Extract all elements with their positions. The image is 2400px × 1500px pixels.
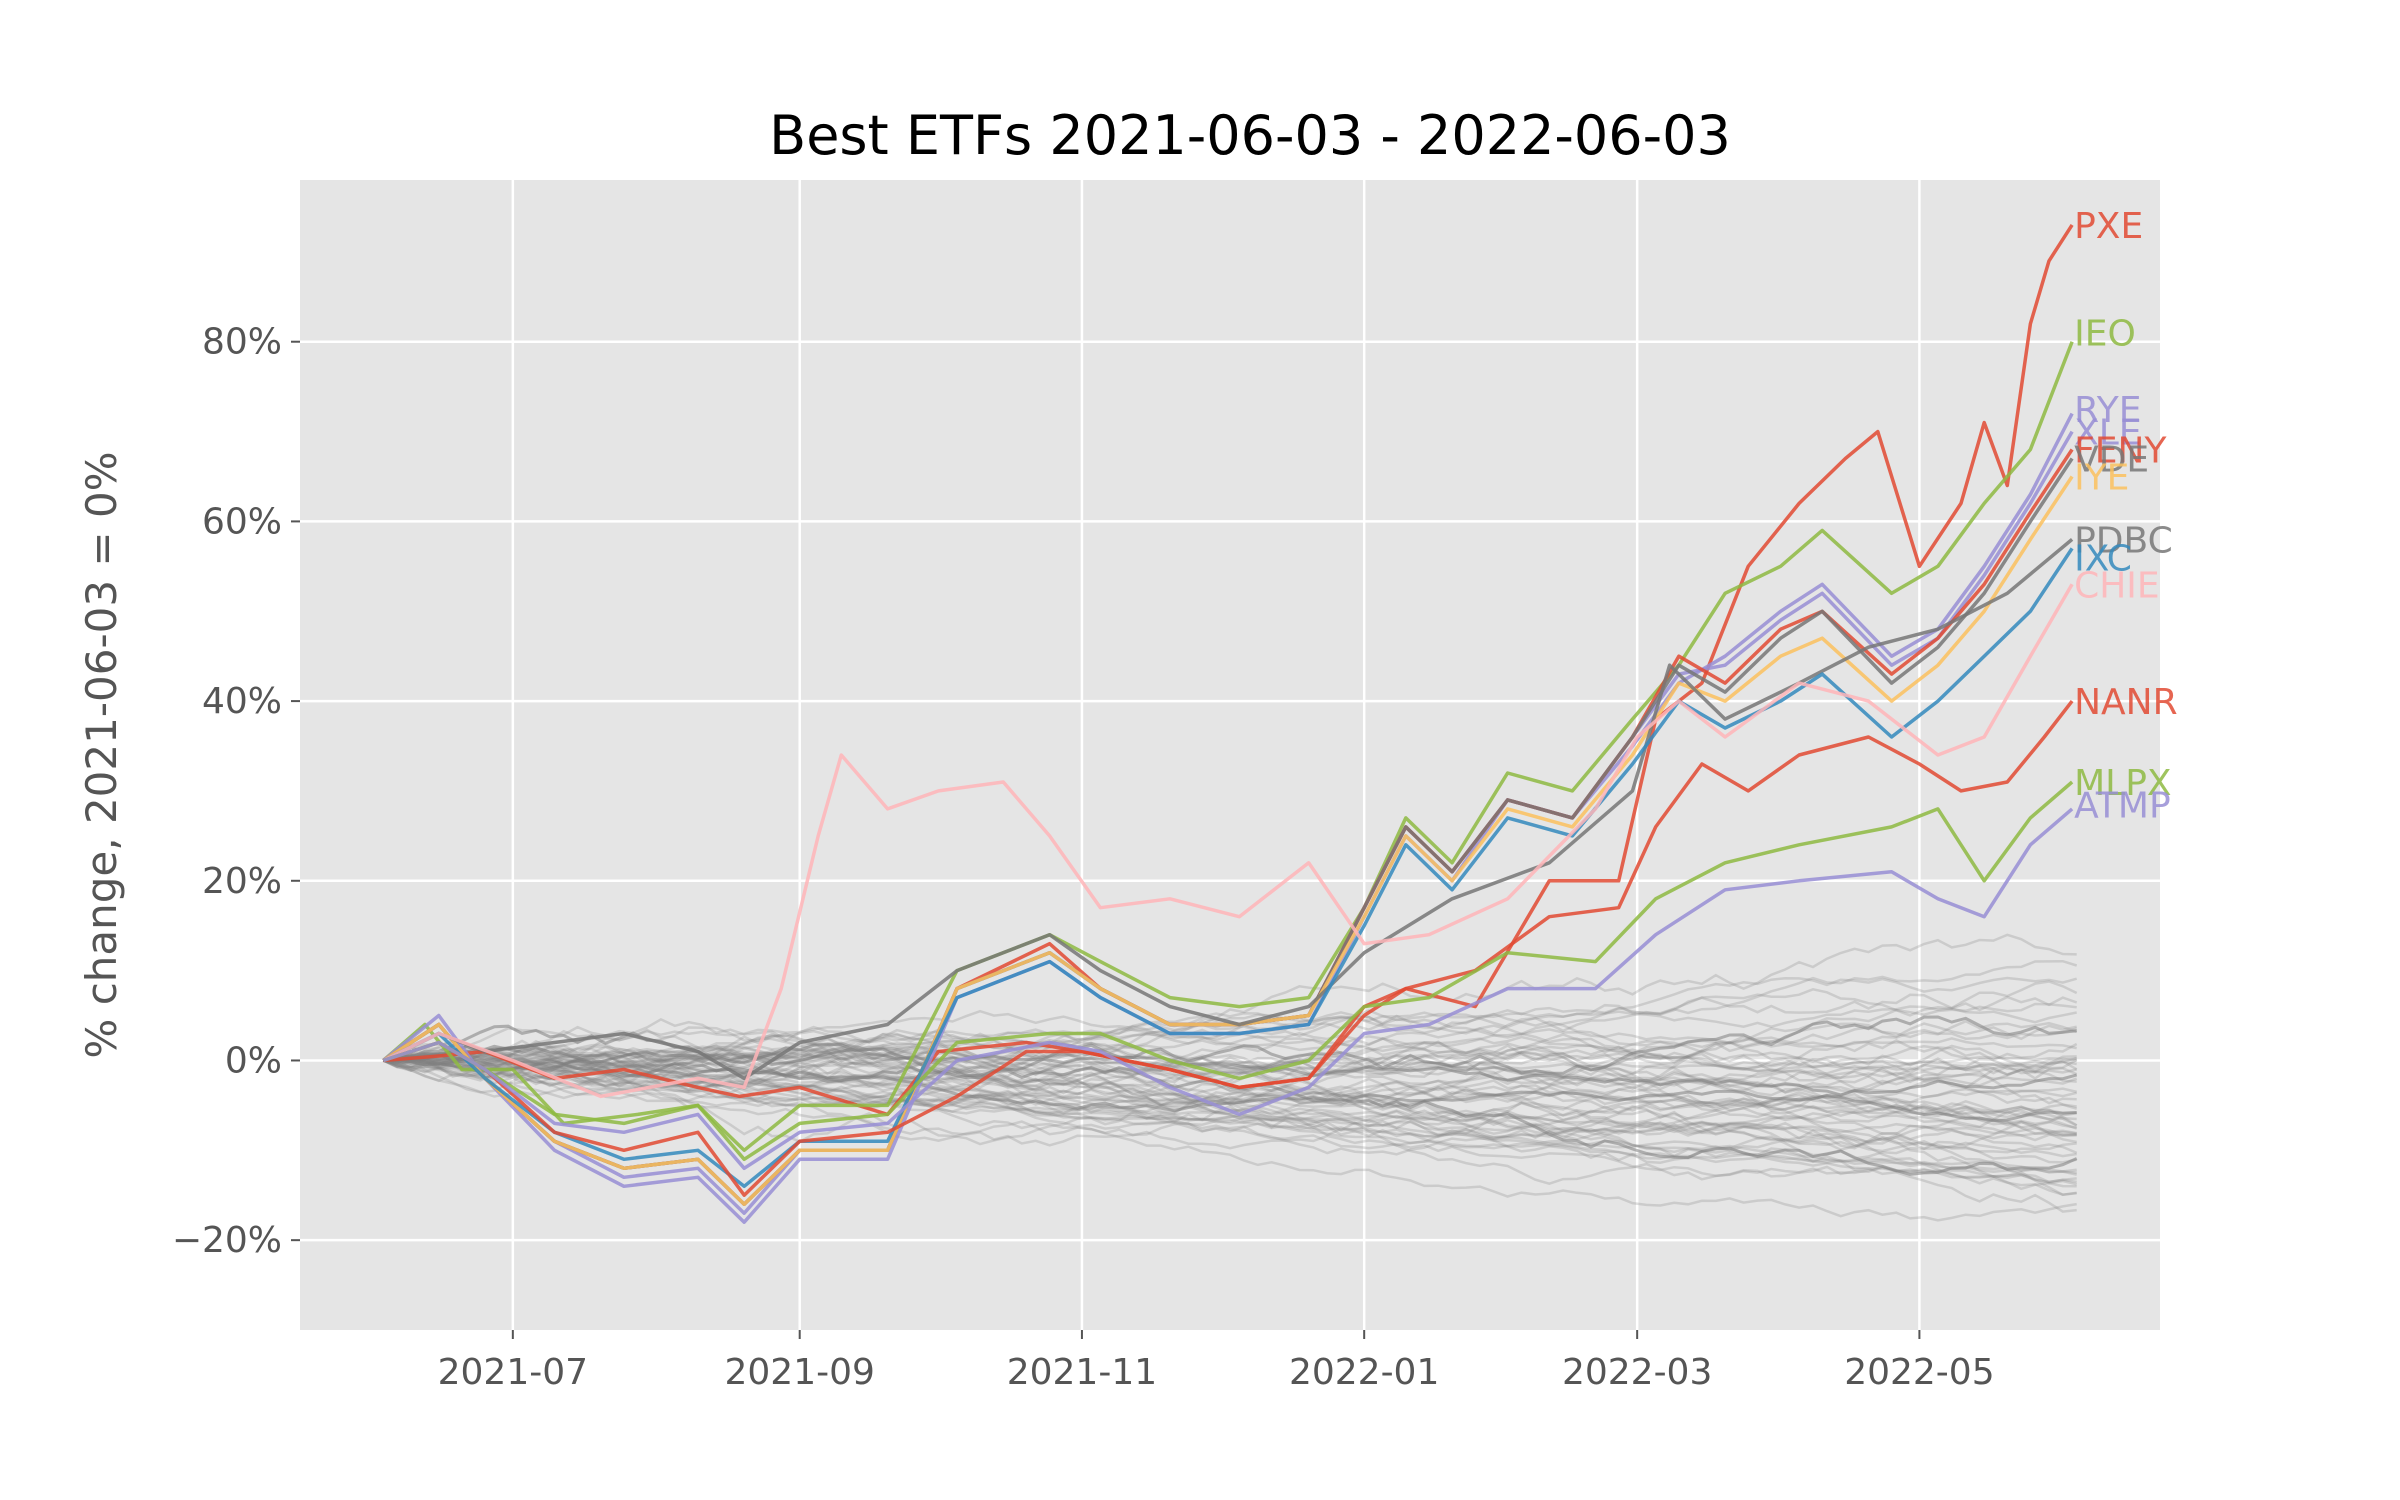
background-series-line xyxy=(383,1028,2077,1070)
x-tick-label: 2021-07 xyxy=(438,1352,588,1393)
series-label-xle: XLE xyxy=(2074,413,2141,454)
series-label-ieo: IEO xyxy=(2074,314,2136,355)
series-line-ieo xyxy=(382,341,2074,1153)
background-series-line xyxy=(382,980,2078,1066)
y-axis-label: % change, 2021-06-03 = 0% xyxy=(77,451,126,1058)
background-series-line xyxy=(383,976,2078,1070)
y-tick-label: 0% xyxy=(225,1040,282,1081)
background-series-line xyxy=(383,933,2077,1085)
y-tick-label: 60% xyxy=(202,501,282,542)
series-label-pdbc: PDBC xyxy=(2074,520,2173,561)
background-series-line xyxy=(382,1053,2077,1164)
x-axis: 2021-07 2021-09 2021-11 2022-01 2022-03 2022-… xyxy=(438,1330,1995,1393)
background-series-line xyxy=(382,1046,2077,1213)
background-series-line xyxy=(383,1048,2078,1113)
series-line-mlpx xyxy=(382,780,2074,1162)
background-series-line xyxy=(382,1005,2077,1063)
plot-area xyxy=(300,180,2160,1330)
background-series-line xyxy=(383,1052,2077,1099)
y-tick-label: 20% xyxy=(202,861,282,902)
background-series-line xyxy=(383,1058,2077,1123)
background-series-line xyxy=(382,1044,2078,1176)
series-label-vde: VDE xyxy=(2074,440,2149,481)
series-label-ixc: IXC xyxy=(2074,538,2132,579)
series-label-feny: FENY xyxy=(2074,431,2167,472)
y-tick-label: 80% xyxy=(202,322,282,363)
series-label-mlpx: MLPX xyxy=(2074,763,2172,804)
background-series-line xyxy=(383,1034,2077,1115)
background-series-line xyxy=(383,1054,2077,1186)
y-tick-label: 40% xyxy=(202,681,282,722)
series-label-atmp: ATMP xyxy=(2074,785,2171,826)
background-series-line xyxy=(383,1033,2077,1075)
background-series-line xyxy=(383,1056,2077,1137)
series-line-ixc xyxy=(382,547,2074,1189)
background-series-line xyxy=(382,1028,2077,1115)
background-series-line xyxy=(383,1027,2078,1076)
series-line-iye xyxy=(382,475,2074,1206)
background-series-line xyxy=(383,1059,2077,1154)
background-series-line xyxy=(382,1059,2077,1191)
series-line-chie xyxy=(382,583,2074,1099)
background-series-line xyxy=(383,1056,2077,1164)
series-label-iye: IYE xyxy=(2074,457,2129,498)
x-tick-label: 2021-09 xyxy=(724,1352,874,1393)
background-series-line xyxy=(383,1047,2077,1135)
background-series-line xyxy=(383,1053,2077,1109)
chart-title: Best ETFs 2021-06-03 - 2022-06-03 xyxy=(769,104,1731,167)
background-series-line xyxy=(382,1059,2077,1222)
background-series-line xyxy=(383,1002,2077,1073)
x-tick-label: 2022-05 xyxy=(1844,1352,1994,1393)
y-axis: −20% 0% 20% 40% 60% 80% xyxy=(172,322,300,1261)
background-series-line xyxy=(382,1039,2077,1111)
series-label-pxe: PXE xyxy=(2074,206,2143,247)
background-series-line xyxy=(383,1056,2077,1174)
x-tick-label: 2021-11 xyxy=(1007,1352,1157,1393)
x-tick-label: 2022-03 xyxy=(1562,1352,1712,1393)
background-series-line xyxy=(383,1055,2077,1184)
background-series-line xyxy=(383,1056,2077,1129)
background-series-line xyxy=(382,1059,2078,1150)
background-series-line xyxy=(383,1042,2078,1077)
background-series-line xyxy=(383,1053,2077,1174)
background-series-line xyxy=(383,1048,2077,1073)
background-series-line xyxy=(383,1044,2078,1097)
background-series-line xyxy=(383,1052,2078,1130)
background-series-line xyxy=(383,1052,2077,1144)
background-series-line xyxy=(383,959,2078,1065)
background-series-line xyxy=(382,1059,2077,1184)
background-series-line xyxy=(383,1022,2077,1079)
series-line-rye xyxy=(382,412,2074,1224)
background-series-line xyxy=(383,1049,2078,1112)
y-tick-label: −20% xyxy=(172,1220,282,1261)
background-series-line xyxy=(383,1047,2077,1197)
series-label-nanr: NANR xyxy=(2074,682,2178,723)
background-series-line xyxy=(382,1039,2078,1092)
background-series-line xyxy=(383,1051,2078,1085)
x-tick-label: 2022-01 xyxy=(1289,1352,1439,1393)
highlighted-series xyxy=(382,223,2074,1224)
background-series-line xyxy=(383,1037,2077,1105)
series-label-rye: RYE xyxy=(2074,390,2141,431)
background-series-line xyxy=(383,1056,2077,1158)
series-line-pdbc xyxy=(382,538,2074,1081)
series-line-atmp xyxy=(382,807,2074,1171)
background-series-line xyxy=(383,1039,2077,1071)
series-label-chie: CHIE xyxy=(2074,565,2160,606)
series-line-nanr xyxy=(382,700,2074,1197)
